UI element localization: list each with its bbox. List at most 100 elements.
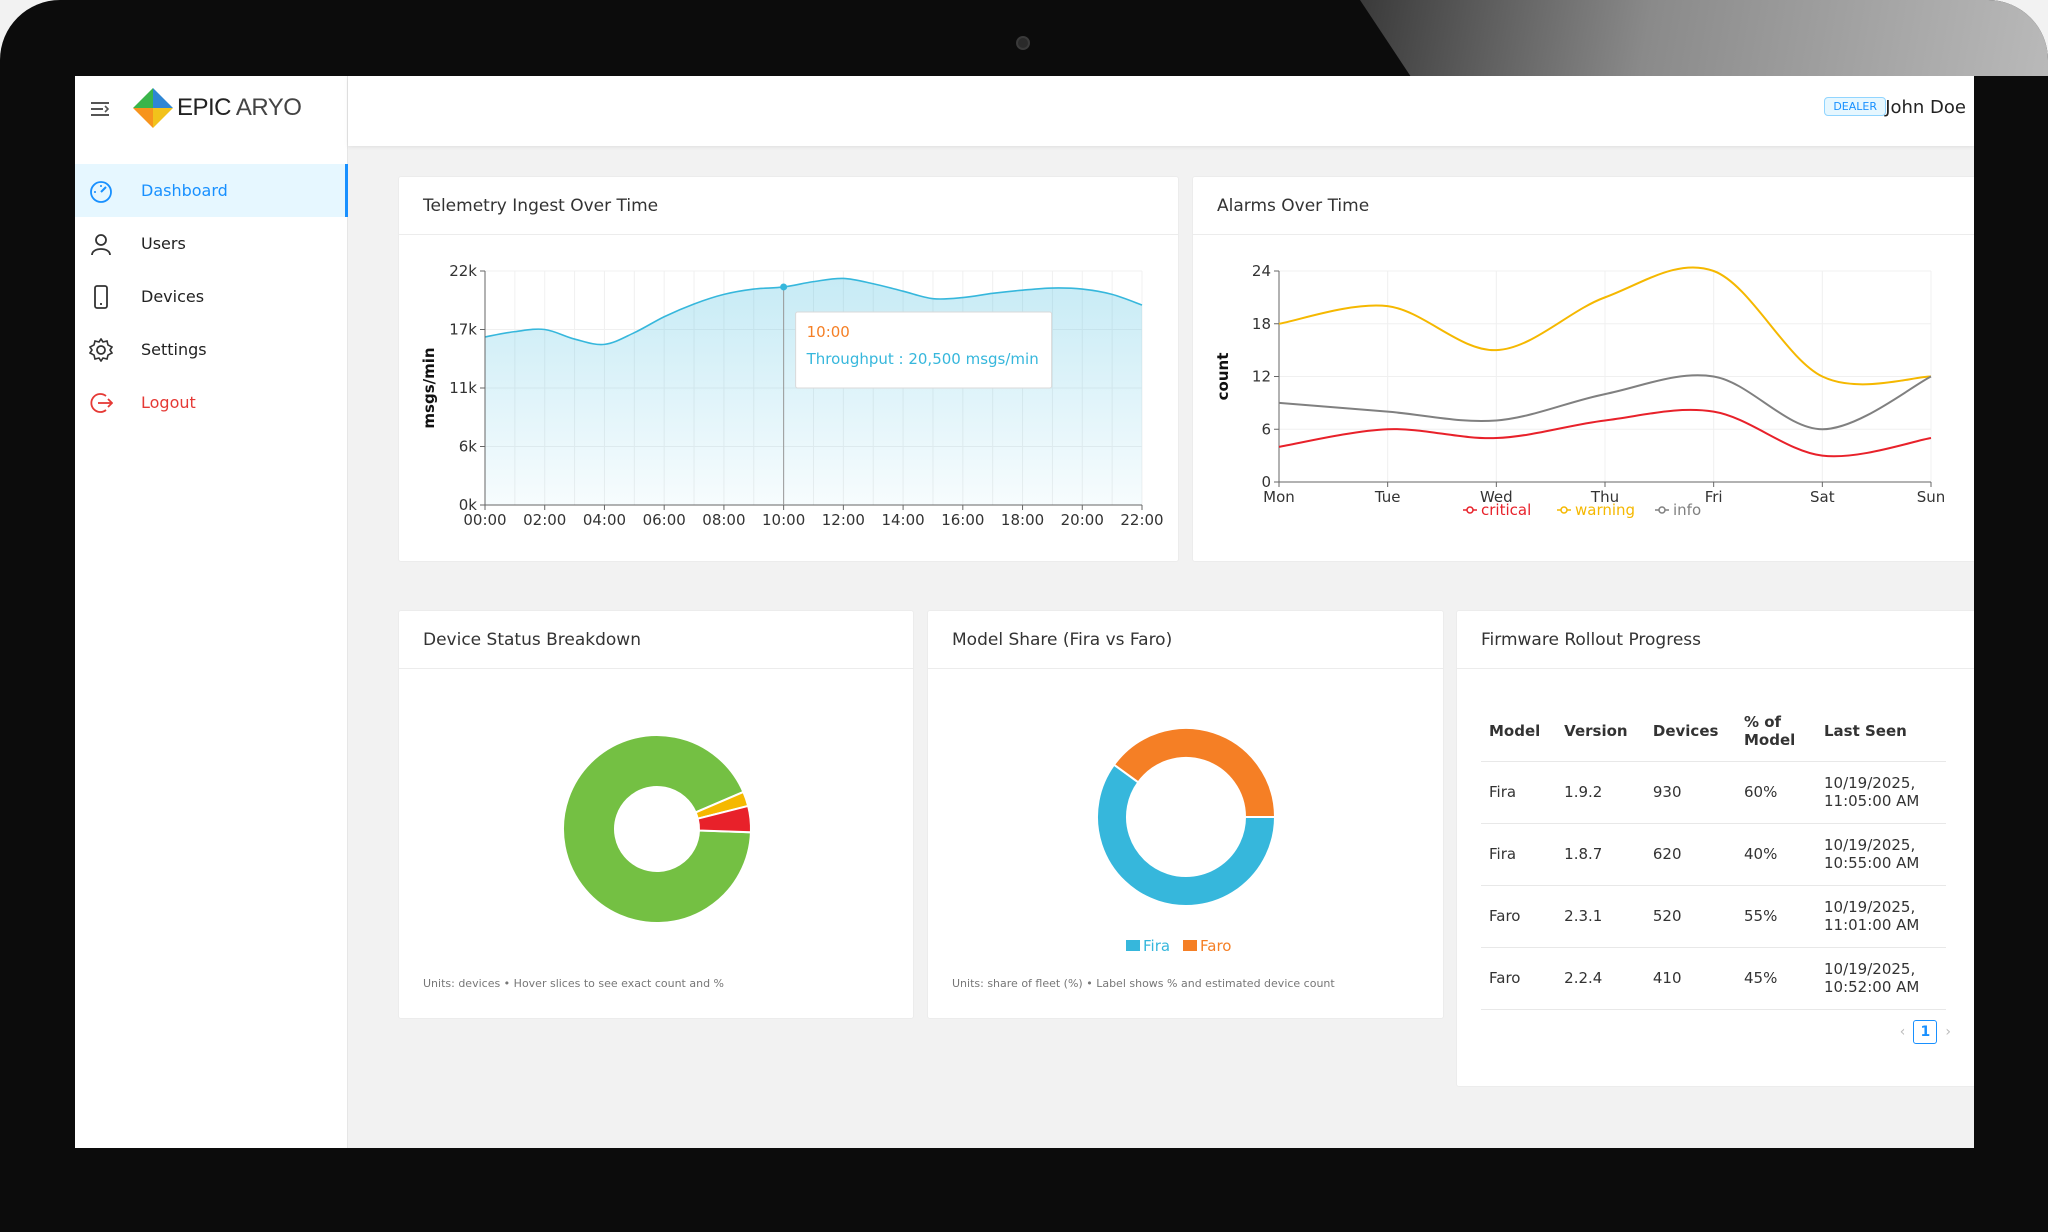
legend-label: critical bbox=[1481, 501, 1531, 519]
y-tick-label: 0k bbox=[459, 496, 478, 514]
firmware-table: Model Version Devices % of Model Last Se… bbox=[1481, 701, 1946, 1010]
telemetry-chart[interactable]: 0k 6k 11k 17k 22k 00:00 02:00 04:00 06:00 08:00 10… bbox=[399, 235, 1180, 561]
table-cell: Fira bbox=[1481, 823, 1557, 886]
telemetry-card: Telemetry Ingest Over Time 0k 6k 11k 17k 22k… bbox=[398, 176, 1179, 562]
legend-label: warning bbox=[1575, 501, 1635, 519]
x-tick-label: Thu bbox=[1590, 488, 1619, 506]
table-cell: 520 bbox=[1644, 885, 1736, 948]
logout-icon bbox=[90, 393, 113, 413]
table-cell: 410 bbox=[1644, 947, 1736, 1010]
table-cell: 620 bbox=[1644, 823, 1736, 886]
card-title: Telemetry Ingest Over Time bbox=[399, 177, 1178, 235]
sidebar-item-logout[interactable]: Logout bbox=[75, 376, 348, 429]
table-cell: 55% bbox=[1736, 885, 1816, 948]
legend-marker-dot bbox=[1658, 506, 1666, 514]
device-status-chart[interactable] bbox=[399, 669, 915, 969]
table-cell: 45% bbox=[1736, 947, 1816, 1010]
legend-marker-dot bbox=[1560, 506, 1568, 514]
column-header: Version bbox=[1556, 701, 1645, 762]
card-title: Alarms Over Time bbox=[1193, 177, 1974, 235]
table-cell: 10/19/2025, 11:05:00 AM bbox=[1816, 761, 1946, 824]
chart-note: Units: share of fleet (%) • Label shows … bbox=[952, 977, 1335, 990]
pagination: ‹ 1 › bbox=[1900, 1020, 1951, 1044]
page-number[interactable]: 1 bbox=[1913, 1020, 1938, 1044]
table-row: Fira 1.9.2 930 60% 10/19/2025, 11:05:00 AM bbox=[1481, 761, 1946, 824]
menu-collapse-icon[interactable] bbox=[89, 98, 111, 120]
column-header: Model bbox=[1481, 701, 1557, 762]
y-tick-label: 24 bbox=[1252, 262, 1271, 280]
table-cell: 930 bbox=[1644, 761, 1736, 824]
prev-page-icon[interactable]: ‹ bbox=[1899, 1024, 1906, 1040]
column-header: Devices bbox=[1644, 701, 1736, 762]
top-header: DEALER John Doe bbox=[348, 76, 1974, 146]
sidebar-item-label: Users bbox=[141, 234, 186, 253]
model-share-chart[interactable]: Fira Faro bbox=[928, 669, 1445, 969]
x-tick-label: 10:00 bbox=[762, 511, 805, 529]
legend-swatch-faro bbox=[1183, 940, 1197, 951]
sidebar-item-dashboard[interactable]: Dashboard bbox=[75, 164, 348, 217]
user-name[interactable]: John Doe bbox=[1885, 97, 1966, 118]
sidebar-nav: Dashboard Users Devices bbox=[75, 164, 348, 429]
device-status-card: Device Status Breakdown Units: devices •… bbox=[398, 610, 914, 1019]
series-line-info bbox=[1278, 374, 1932, 431]
table-cell: Faro bbox=[1481, 947, 1557, 1010]
device-icon bbox=[94, 285, 108, 309]
sidebar-item-label: Devices bbox=[141, 287, 205, 306]
pie-slice-fira bbox=[1096, 763, 1277, 907]
table-cell: Faro bbox=[1481, 885, 1557, 948]
webcam bbox=[1016, 36, 1030, 50]
x-tick-label: Wed bbox=[1480, 488, 1513, 506]
x-tick-label: 12:00 bbox=[822, 511, 865, 529]
x-tick-label: 20:00 bbox=[1061, 511, 1104, 529]
table-row: Faro 2.2.4 410 45% 10/19/2025, 10:52:00 AM bbox=[1481, 947, 1946, 1010]
table-cell: 1.8.7 bbox=[1556, 823, 1645, 886]
gear-icon bbox=[89, 338, 113, 362]
y-tick-label: 0 bbox=[1261, 473, 1271, 491]
legend-label: Fira bbox=[1143, 937, 1170, 955]
brand: EPIC ARYO bbox=[75, 76, 348, 146]
series-line-critical bbox=[1278, 408, 1932, 458]
tooltip-value: Throughput : 20,500 msgs/min bbox=[806, 350, 1039, 368]
table-cell: 60% bbox=[1736, 761, 1816, 824]
y-tick-label: 17k bbox=[449, 321, 477, 339]
sidebar-item-settings[interactable]: Settings bbox=[75, 323, 348, 376]
sidebar-item-devices[interactable]: Devices bbox=[75, 270, 348, 323]
table-cell: 10/19/2025, 10:52:00 AM bbox=[1816, 947, 1946, 1010]
x-tick-label: Sat bbox=[1810, 488, 1835, 506]
series-line-warning bbox=[1278, 266, 1932, 386]
pie-slice-online bbox=[562, 734, 752, 924]
table-cell: 2.2.4 bbox=[1556, 947, 1645, 1010]
card-title: Firmware Rollout Progress bbox=[1457, 611, 1974, 669]
alarms-card: Alarms Over Time 0 6 12 18 24 Mon Tue Wed Thu Fri… bbox=[1192, 176, 1974, 562]
x-tick-label: Tue bbox=[1374, 488, 1401, 506]
legend-label: Faro bbox=[1200, 937, 1231, 955]
y-tick-label: 18 bbox=[1252, 315, 1271, 333]
x-tick-label: 18:00 bbox=[1001, 511, 1044, 529]
y-tick-label: 22k bbox=[449, 262, 477, 280]
x-tick-label: 02:00 bbox=[523, 511, 566, 529]
x-tick-label: 00:00 bbox=[463, 511, 506, 529]
legend-marker-dot bbox=[1466, 506, 1474, 514]
y-axis-label: msgs/min bbox=[420, 347, 438, 428]
card-title: Device Status Breakdown bbox=[399, 611, 913, 669]
y-tick-label: 12 bbox=[1252, 368, 1271, 386]
table-cell: 1.9.2 bbox=[1556, 761, 1645, 824]
x-tick-label: 08:00 bbox=[702, 511, 745, 529]
sidebar-item-label: Logout bbox=[141, 393, 196, 412]
tooltip-box bbox=[795, 311, 1053, 389]
sidebar-item-label: Dashboard bbox=[141, 181, 228, 200]
sidebar-item-users[interactable]: Users bbox=[75, 217, 348, 270]
logo-icon bbox=[133, 88, 173, 128]
x-tick-label: 22:00 bbox=[1120, 511, 1163, 529]
next-page-icon[interactable]: › bbox=[1945, 1024, 1951, 1040]
alarms-chart[interactable]: 0 6 12 18 24 Mon Tue Wed Thu Fri Sat Sun count critic… bbox=[1193, 235, 1974, 561]
card-title: Model Share (Fira vs Faro) bbox=[928, 611, 1443, 669]
user-icon bbox=[91, 234, 111, 256]
table-row: Faro 2.3.1 520 55% 10/19/2025, 11:01:00 AM bbox=[1481, 885, 1946, 948]
pie-slice-offline bbox=[696, 804, 752, 834]
table-header-row: Model Version Devices % of Model Last Se… bbox=[1481, 701, 1946, 762]
table-row: Fira 1.8.7 620 40% 10/19/2025, 10:55:00 AM bbox=[1481, 823, 1946, 886]
x-tick-label: Sun bbox=[1917, 488, 1946, 506]
x-tick-label: 16:00 bbox=[941, 511, 984, 529]
dashboard-icon bbox=[90, 181, 112, 203]
